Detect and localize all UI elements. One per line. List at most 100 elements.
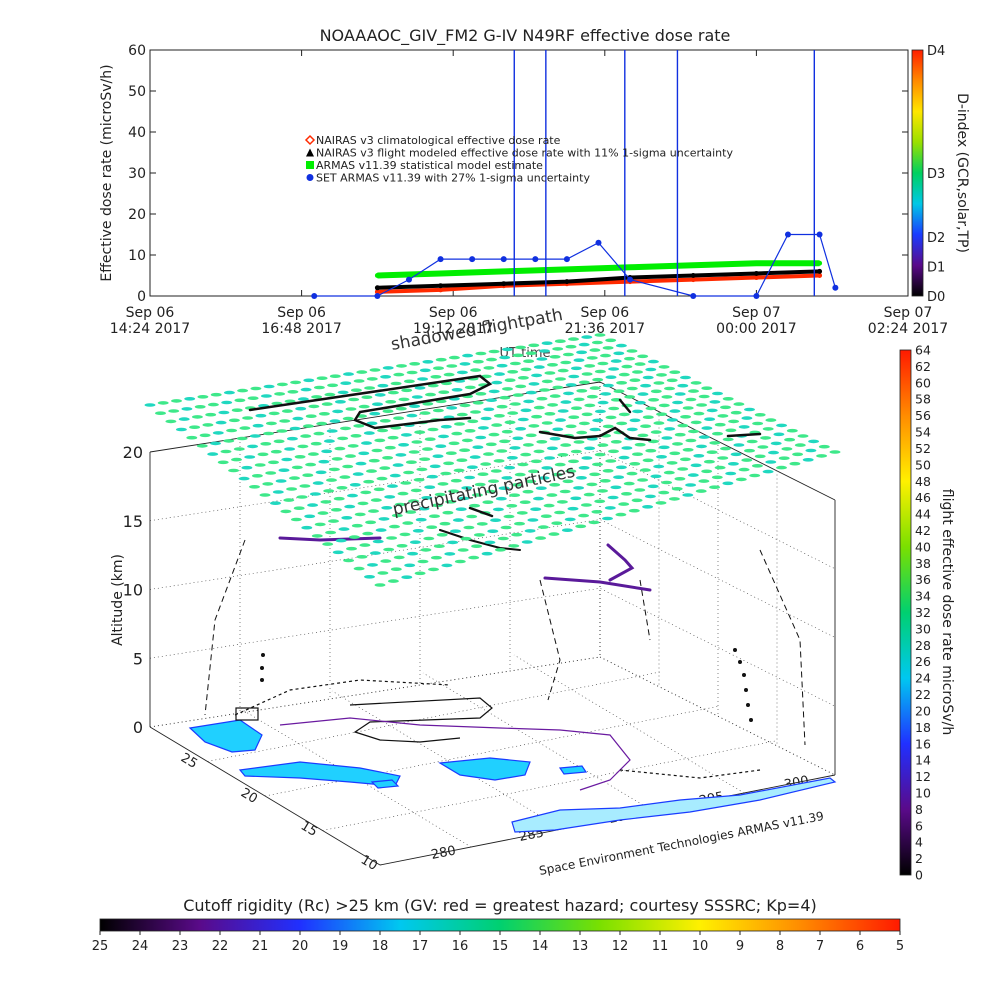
- dose-cell: [549, 394, 561, 398]
- dose-cell: [738, 467, 750, 472]
- cutoff-rigidity-tick: 22: [212, 939, 229, 954]
- dose-cell: [464, 429, 476, 433]
- dose-cell: [345, 407, 357, 411]
- dose-cell: [429, 514, 440, 518]
- dose-cell: [483, 452, 494, 456]
- series-point: [564, 266, 570, 272]
- dose-cell: [487, 529, 499, 533]
- dose-cell: [530, 459, 542, 464]
- dose-cell: [439, 521, 451, 526]
- dose-cell: [486, 398, 497, 403]
- dose-cell: [792, 452, 804, 457]
- dose-tick: 0: [915, 868, 923, 883]
- dose-cell: [363, 431, 375, 435]
- dose-cell: [682, 406, 694, 410]
- dose-cell: [485, 489, 497, 494]
- dose-cell: [680, 375, 691, 380]
- dose-cell: [356, 370, 368, 374]
- dose-cell: [581, 372, 593, 376]
- dose-cell: [573, 397, 585, 402]
- dose-cell: [307, 503, 319, 507]
- dose-cell: [573, 486, 585, 490]
- dose-cell: [343, 372, 354, 376]
- dose-cell: [507, 370, 519, 374]
- dose-cell: [730, 452, 742, 457]
- dose-cell: [197, 395, 209, 399]
- dose-cell: [709, 485, 721, 490]
- dose-cell: [270, 449, 282, 454]
- puerto-rico-land: [558, 765, 588, 775]
- dose-cell: [674, 392, 686, 396]
- dose-cell: [696, 403, 708, 407]
- dose-cell: [397, 491, 409, 496]
- dose-cell: [341, 516, 353, 520]
- dose-cell: [594, 333, 606, 337]
- dose-cell: [584, 403, 596, 408]
- dose-cell: [602, 469, 614, 473]
- dose-cell: [698, 479, 710, 483]
- dose-cell: [531, 373, 543, 378]
- dose-cell: [414, 430, 426, 435]
- dose-cell: [326, 429, 338, 433]
- dose-cell: [419, 411, 431, 415]
- dose-cell: [395, 453, 407, 457]
- dose-cell: [576, 389, 588, 393]
- dose-cell: [372, 402, 383, 407]
- x-tick-label: Sep 06: [126, 305, 175, 321]
- dose-cell: [695, 489, 707, 493]
- dose-cell: [396, 544, 408, 548]
- dose-cell: [754, 413, 766, 417]
- dose-cell: [613, 351, 625, 356]
- dose-cell: [647, 359, 659, 364]
- dose-cell: [706, 450, 718, 455]
- dose-tick: 62: [915, 359, 931, 374]
- series-line: [377, 269, 820, 290]
- dose-cell: [632, 409, 644, 414]
- dose-cell: [499, 395, 511, 400]
- dose-cell: [541, 379, 553, 384]
- series-point: [817, 268, 823, 274]
- dose-cell: [470, 368, 482, 372]
- descent-points: [260, 648, 753, 722]
- dose-cell: [409, 540, 421, 544]
- dose-cell: [594, 369, 606, 374]
- dose-cell: [530, 507, 542, 512]
- dose-cell: [405, 460, 417, 465]
- dose-cell: [457, 548, 469, 552]
- latitude-tick: 15: [298, 819, 320, 840]
- dose-cell: [393, 555, 405, 560]
- dose-cell: [776, 465, 787, 470]
- d-index-tick: D1: [927, 260, 945, 275]
- dose-cell: [354, 512, 366, 517]
- dose-cell: [231, 408, 243, 413]
- dose-cell: [592, 462, 603, 467]
- dose-cell: [217, 460, 229, 465]
- altitude-tick: 0: [133, 718, 143, 737]
- dose-cell: [602, 516, 613, 521]
- dose-cell: [642, 375, 654, 380]
- dose-cell: [768, 450, 779, 455]
- dose-cell: [389, 473, 401, 478]
- dose-cell: [472, 445, 484, 450]
- dose-cell: [621, 364, 633, 369]
- cutoff-rigidity-tick: 20: [292, 939, 309, 954]
- dose-cell: [490, 518, 502, 522]
- series-point: [374, 273, 380, 278]
- dose-cell: [738, 425, 750, 429]
- series-point: [311, 293, 318, 299]
- dose-cell: [802, 458, 814, 462]
- dose-cell: [438, 390, 450, 395]
- dose-cell: [358, 404, 370, 409]
- dose-cell: [441, 563, 453, 568]
- dose-cell: [642, 415, 654, 420]
- dose-cell: [435, 444, 447, 449]
- dose-cell: [501, 476, 513, 480]
- dose-cell: [496, 363, 508, 368]
- dose-cell: [632, 452, 643, 457]
- ground-track-start-box: [235, 707, 259, 721]
- series-point: [500, 256, 507, 263]
- dose-cell: [575, 524, 587, 529]
- dose-cell: [390, 567, 402, 571]
- land-masses: [188, 719, 837, 833]
- dose-cell: [300, 387, 312, 392]
